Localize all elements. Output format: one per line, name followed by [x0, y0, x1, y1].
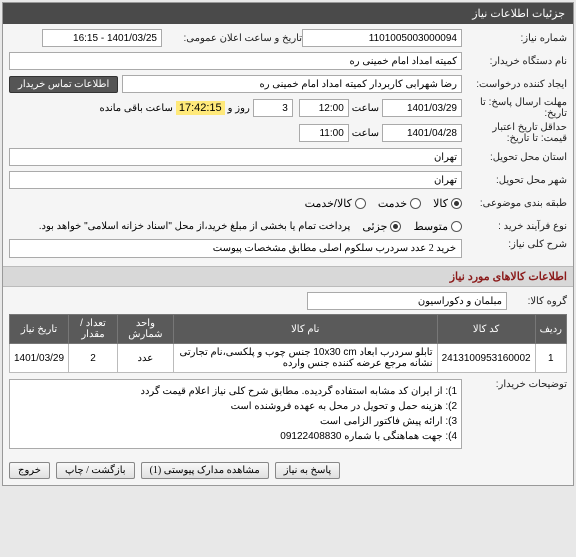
need-no-value: 1101005003000094: [302, 29, 462, 47]
announce-date-value: 1401/03/25 - 16:15: [42, 29, 162, 47]
form-area: شماره نیاز: 1101005003000094 تاریخ و ساع…: [3, 24, 573, 266]
footer-buttons: پاسخ به نیاز مشاهده مدارک پیوستی (1) باز…: [3, 456, 573, 485]
radio-icon: [451, 198, 462, 209]
group-label: گروه کالا:: [507, 296, 567, 307]
buytype-opt-0[interactable]: متوسط: [413, 220, 462, 233]
th-date: تاریخ نیاز: [10, 315, 69, 344]
table-row[interactable]: 1 2413100953160002 تابلو سردرب ابعاد 10x…: [10, 344, 567, 373]
items-table: ردیف کد کالا نام کالا واحد شمارش تعداد /…: [9, 314, 567, 373]
deadline-label: مهلت ارسال پاسخ: تا تاریخ:: [462, 97, 567, 119]
contact-info-button[interactable]: اطلاعات تماس خریدار: [9, 76, 118, 93]
buytype-note: پرداخت تمام یا بخشی از مبلغ خرید،از محل …: [39, 221, 351, 232]
deliver-city-label: شهر محل تحویل:: [462, 175, 567, 186]
remain-days-label: روز و: [228, 103, 250, 114]
exec-city-label: استان محل تحویل:: [462, 152, 567, 163]
desc-label: شرح کلی نیاز:: [462, 239, 567, 250]
radio-icon: [355, 198, 366, 209]
note-line: 1): از ایران کد مشابه استفاده گردیده. مط…: [14, 384, 457, 399]
validity-date: 1401/04/28: [382, 124, 462, 142]
buyer-org-value: کمیته امداد امام خمینی ره: [9, 52, 462, 70]
print-button[interactable]: بازگشت / چاپ: [56, 462, 135, 479]
buyer-notes-label: توضیحات خریدار:: [462, 379, 567, 390]
deadline-date: 1401/03/29: [382, 99, 462, 117]
th-qty: تعداد / مقدار: [69, 315, 118, 344]
attachments-button[interactable]: مشاهده مدارک پیوستی (1): [141, 462, 269, 479]
panel-title: جزئیات اطلاعات نیاز: [3, 3, 573, 24]
requester-value: رضا شهرابی کاربردار کمیته امداد امام خمی…: [122, 75, 462, 93]
category-label: طبقه بندی موضوعی:: [462, 198, 567, 209]
remain-time-label: ساعت باقی مانده: [99, 103, 172, 114]
deadline-time: 12:00: [299, 99, 349, 117]
reply-button[interactable]: پاسخ به نیاز: [275, 462, 341, 479]
validity-time-label: ساعت: [352, 128, 379, 139]
category-radio-group: کالا خدمت کالا/خدمت: [305, 197, 462, 210]
items-section-title: اطلاعات کالاهای مورد نیاز: [3, 266, 573, 287]
th-index: ردیف: [535, 315, 566, 344]
note-line: 3): ارائه پیش فاکتور الزامی است: [14, 414, 457, 429]
requester-label: ایجاد کننده درخواست:: [462, 79, 567, 90]
need-no-label: شماره نیاز:: [462, 33, 567, 44]
category-opt-0[interactable]: کالا: [433, 197, 462, 210]
remain-time: 17:42:15: [176, 101, 225, 115]
details-panel: جزئیات اطلاعات نیاز شماره نیاز: 11010050…: [2, 2, 574, 486]
th-name: نام کالا: [173, 315, 437, 344]
validity-time: 11:00: [299, 124, 349, 142]
buytype-radio-group: متوسط جزئی: [362, 220, 462, 233]
note-line: 4): جهت هماهنگی با شماره 09122408830: [14, 429, 457, 444]
exit-button[interactable]: خروج: [9, 462, 50, 479]
remain-days: 3: [253, 99, 293, 117]
buyer-org-label: نام دستگاه خریدار:: [462, 56, 567, 67]
group-value: مبلمان و دکوراسیون: [307, 292, 507, 310]
category-opt-2[interactable]: کالا/خدمت: [305, 197, 366, 210]
radio-icon: [390, 221, 401, 232]
desc-input[interactable]: [9, 239, 462, 258]
announce-date-label: تاریخ و ساعت اعلان عمومی:: [162, 33, 302, 44]
radio-icon: [410, 198, 421, 209]
buyer-notes-box: 1): از ایران کد مشابه استفاده گردیده. مط…: [9, 379, 462, 449]
buytype-opt-1[interactable]: جزئی: [362, 220, 401, 233]
note-line: 2): هزینه حمل و تحویل در محل به عهده فرو…: [14, 399, 457, 414]
th-unit: واحد شمارش: [117, 315, 173, 344]
radio-icon: [451, 221, 462, 232]
th-code: کد کالا: [437, 315, 535, 344]
buytype-label: نوع فرآیند خرید :: [462, 221, 567, 232]
deliver-city-value: تهران: [9, 171, 462, 189]
category-opt-1[interactable]: خدمت: [378, 197, 421, 210]
deadline-time-label: ساعت: [352, 103, 379, 114]
validity-label: حداقل تاریخ اعتبار قیمت: تا تاریخ:: [462, 122, 567, 144]
exec-city-value: تهران: [9, 148, 462, 166]
